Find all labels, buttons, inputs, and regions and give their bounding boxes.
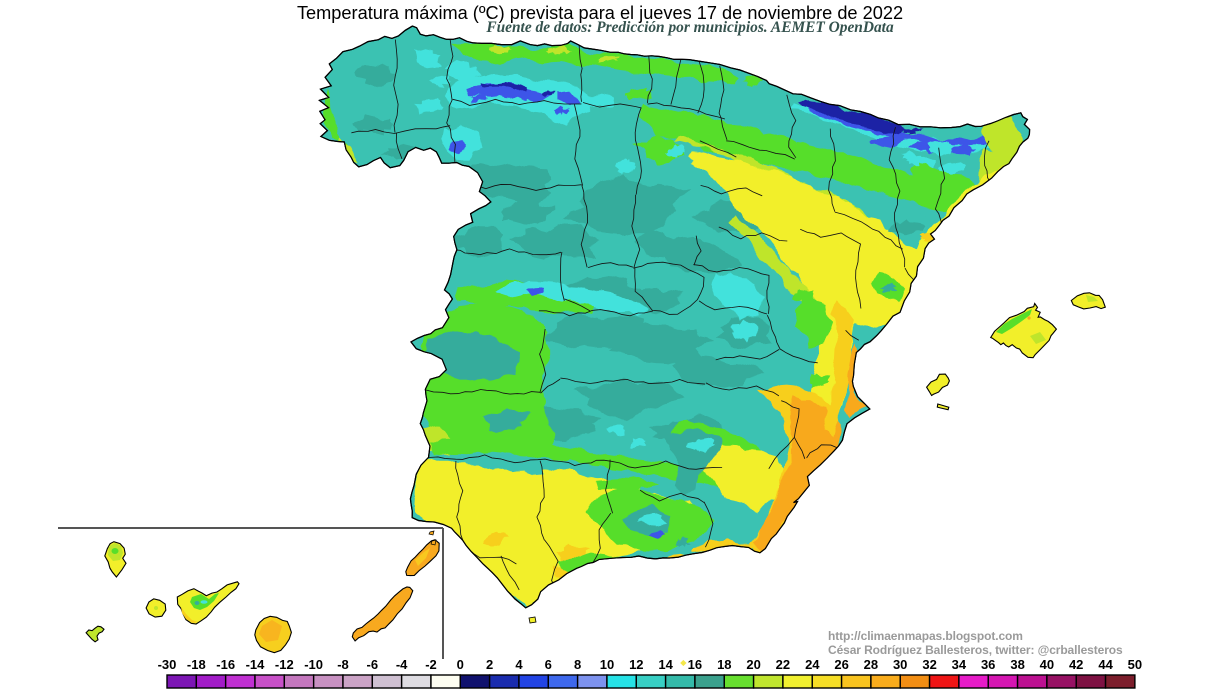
svg-text:26: 26 xyxy=(834,657,848,672)
svg-text:Fuente de datos: Predicción po: Fuente de datos: Predicción por municipi… xyxy=(485,19,894,36)
svg-text:50: 50 xyxy=(1128,657,1142,672)
svg-text:12: 12 xyxy=(629,657,643,672)
svg-text:44: 44 xyxy=(1098,657,1113,672)
svg-text:10: 10 xyxy=(600,657,614,672)
svg-text:Temperatura máxima (ºC) previs: Temperatura máxima (ºC) prevista para el… xyxy=(297,3,903,23)
svg-text:22: 22 xyxy=(776,657,790,672)
svg-text:4: 4 xyxy=(515,657,523,672)
svg-text:César Rodríguez Ballesteros, t: César Rodríguez Ballesteros, twitter: @c… xyxy=(828,643,1123,657)
svg-text:6: 6 xyxy=(545,657,552,672)
svg-text:-30: -30 xyxy=(158,657,177,672)
svg-text:38: 38 xyxy=(1010,657,1024,672)
svg-text:24: 24 xyxy=(805,657,820,672)
svg-text:-18: -18 xyxy=(187,657,206,672)
svg-text:34: 34 xyxy=(952,657,967,672)
svg-text:-14: -14 xyxy=(246,657,266,672)
svg-text:18: 18 xyxy=(717,657,731,672)
svg-text:36: 36 xyxy=(981,657,995,672)
svg-text:-6: -6 xyxy=(367,657,379,672)
svg-text:40: 40 xyxy=(1040,657,1054,672)
svg-text:-2: -2 xyxy=(425,657,437,672)
svg-text:-16: -16 xyxy=(216,657,235,672)
svg-text:http://climaenmapas.blogspot.c: http://climaenmapas.blogspot.com xyxy=(828,629,1023,643)
svg-text:28: 28 xyxy=(864,657,878,672)
svg-text:2: 2 xyxy=(486,657,493,672)
svg-text:-10: -10 xyxy=(304,657,323,672)
svg-text:32: 32 xyxy=(922,657,936,672)
svg-text:0: 0 xyxy=(457,657,464,672)
svg-text:42: 42 xyxy=(1069,657,1083,672)
svg-text:-12: -12 xyxy=(275,657,294,672)
svg-text:-4: -4 xyxy=(396,657,408,672)
svg-text:8: 8 xyxy=(574,657,581,672)
svg-text:16: 16 xyxy=(688,657,702,672)
svg-text:20: 20 xyxy=(746,657,760,672)
svg-text:14: 14 xyxy=(658,657,673,672)
svg-text:-8: -8 xyxy=(337,657,349,672)
svg-text:30: 30 xyxy=(893,657,907,672)
